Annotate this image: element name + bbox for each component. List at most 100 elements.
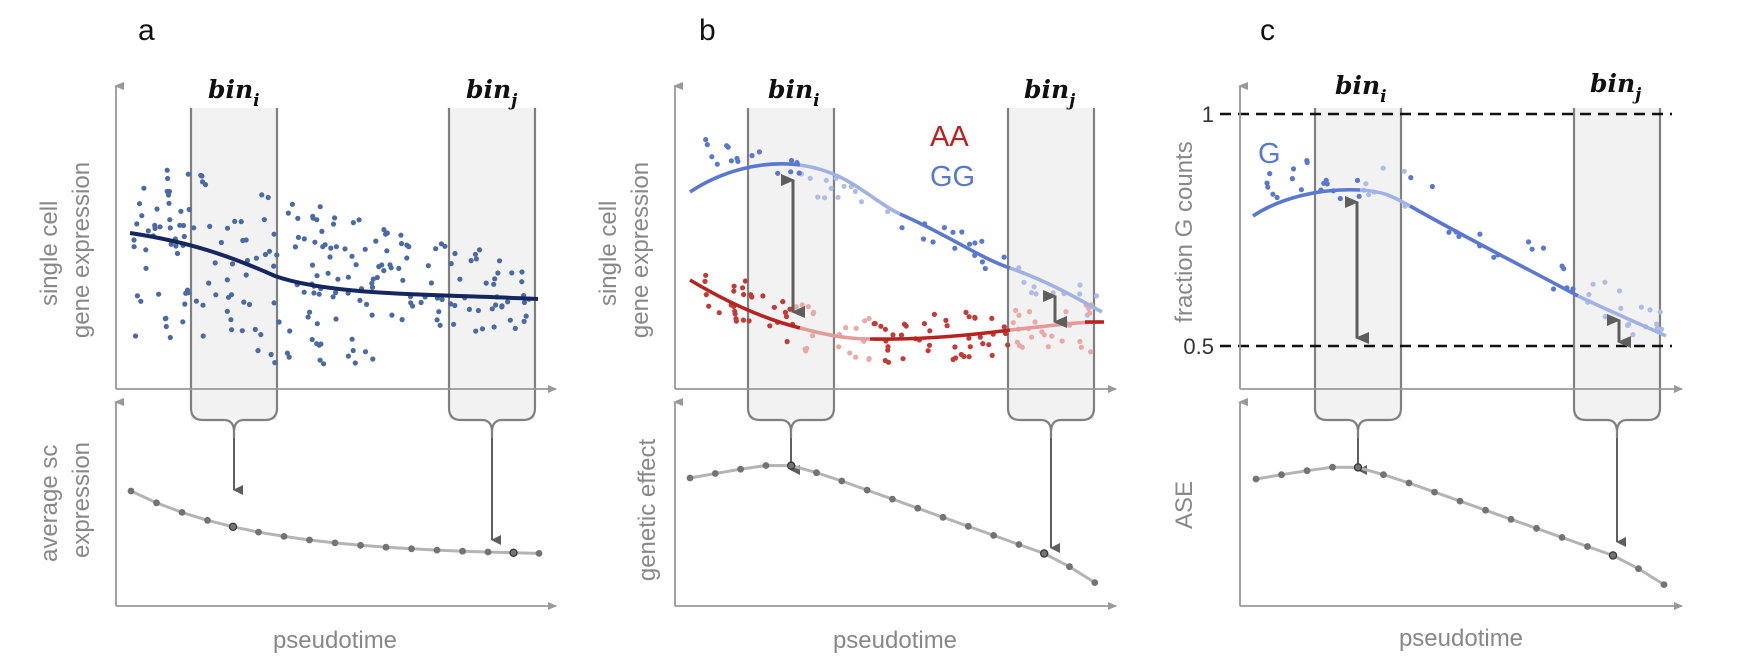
scatter-point	[271, 231, 277, 237]
scatter-point	[212, 260, 218, 266]
panel-b-summary-curve	[686, 461, 1099, 586]
g-point	[1290, 166, 1297, 172]
aa-point	[885, 359, 892, 365]
scatter-point	[238, 219, 244, 225]
scatter-point	[369, 284, 376, 290]
aa-point	[967, 344, 973, 350]
panel-c-curve-light	[1359, 188, 1411, 208]
scatter-point	[314, 273, 320, 279]
summary-point	[838, 477, 846, 485]
scatter-point	[521, 299, 528, 306]
g-point	[1654, 321, 1660, 327]
scatter-point	[132, 333, 139, 339]
scatter-point	[491, 324, 497, 330]
aa-point	[706, 303, 712, 309]
scatter-point	[388, 265, 394, 271]
scatter-point	[218, 239, 224, 246]
scatter-point	[301, 236, 307, 242]
scatter-point	[505, 299, 511, 305]
aa-point	[900, 356, 906, 362]
gg-point	[1021, 279, 1027, 285]
aa-point	[1028, 334, 1035, 340]
panel-b-top-ylabel: single cell gene expression	[595, 162, 654, 338]
aa-point	[836, 344, 842, 350]
gg-point	[1028, 290, 1035, 296]
summary-point	[357, 541, 364, 549]
summary-point-highlight	[228, 522, 238, 532]
gg-point	[972, 240, 978, 246]
g-point	[1401, 168, 1407, 174]
scatter-point	[143, 247, 149, 253]
scatter-point	[266, 248, 273, 254]
scatter-point	[523, 313, 529, 319]
scatter-point	[276, 319, 282, 325]
g-point	[1491, 254, 1497, 260]
scatter-point	[448, 301, 454, 307]
panel-a-letter: a	[138, 14, 155, 47]
gg-point	[1050, 290, 1056, 296]
summary-point	[1558, 534, 1566, 541]
scatter-point	[186, 206, 192, 213]
scatter-point	[284, 350, 290, 356]
panel-c-letter: c	[1260, 14, 1275, 47]
scatter-point	[389, 312, 395, 318]
aa-point	[952, 344, 958, 350]
gg-point	[1093, 293, 1100, 299]
panel-c-bottom-ylabel: ASE	[1171, 481, 1198, 529]
gg-point	[823, 177, 829, 183]
aa-point	[746, 318, 752, 324]
aa-point	[986, 342, 992, 348]
scatter-point	[491, 281, 497, 287]
aa-point	[980, 341, 986, 347]
summary-point	[939, 513, 947, 521]
aa-point	[1014, 339, 1021, 345]
scatter-point	[433, 246, 439, 252]
aa-point	[847, 350, 853, 356]
g-point	[1602, 279, 1608, 285]
scatter-point	[396, 265, 402, 271]
g-point	[1265, 184, 1271, 190]
summary-point	[1066, 563, 1073, 571]
summary-point	[762, 462, 770, 469]
gg-point	[835, 194, 841, 200]
gg-point	[796, 170, 802, 176]
gg-point	[930, 239, 936, 245]
g-point	[1298, 187, 1304, 193]
scatter-point	[271, 263, 277, 269]
aa-point	[966, 314, 972, 320]
aa-point	[1001, 324, 1007, 330]
summary-point	[1635, 565, 1642, 573]
scatter-point	[349, 253, 355, 259]
g-point	[1570, 286, 1576, 292]
gg-point	[756, 149, 763, 155]
summary-point	[1584, 543, 1591, 550]
scatter-point	[333, 316, 339, 322]
g-point	[1356, 193, 1362, 199]
aa-point	[1087, 310, 1093, 316]
gg-point	[728, 158, 735, 164]
scatter-point	[239, 328, 245, 334]
panel-a: a bini binj single cell gene expression	[36, 14, 557, 654]
scatter-point	[333, 290, 339, 296]
scatter-point	[353, 262, 359, 268]
panel-b-bottom-ylabel: genetic effect	[634, 439, 661, 582]
summary-point	[331, 539, 339, 547]
scatter-point	[310, 215, 316, 221]
aa-point	[1005, 342, 1011, 348]
scatter-point	[318, 341, 324, 347]
scatter-point	[312, 239, 318, 245]
scatter-point	[258, 332, 264, 338]
aa-point	[805, 304, 811, 310]
gg-point	[841, 183, 847, 189]
scatter-point	[384, 248, 390, 254]
panel-b-letter: b	[699, 14, 716, 47]
g-point	[1380, 165, 1386, 171]
panel-a-bottom-ylabel: average sc expression	[36, 438, 95, 562]
summary-point	[889, 495, 896, 503]
scatter-point	[184, 287, 191, 293]
aa-point	[1063, 309, 1069, 315]
scatter-point	[317, 357, 323, 363]
g-point	[1408, 175, 1414, 181]
aa-point	[866, 356, 872, 362]
